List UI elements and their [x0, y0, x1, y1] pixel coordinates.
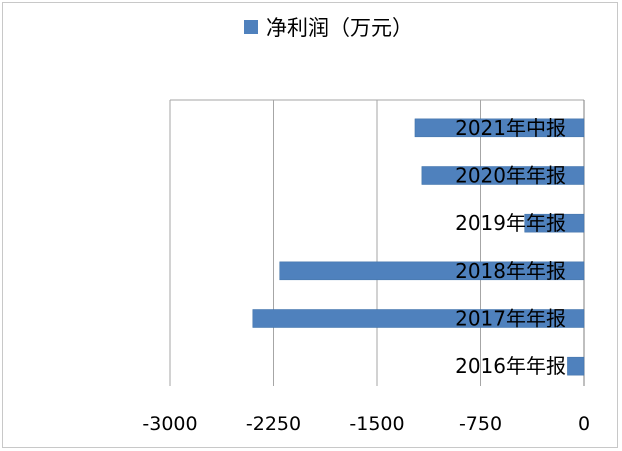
- bar: [421, 166, 585, 185]
- gridlines: [169, 99, 585, 386]
- bar: [279, 261, 585, 281]
- x-tick-label: -750: [459, 413, 502, 435]
- category-label: 2019年年报: [455, 211, 566, 235]
- legend-swatch: [244, 20, 258, 34]
- category-label: 2017年年报: [455, 307, 566, 331]
- x-tick-label: -2250: [246, 413, 301, 435]
- bar: [414, 118, 585, 138]
- x-tick-labels: -3000 -2250 -1500 -750 0: [142, 413, 590, 435]
- x-tick-label: -3000: [142, 413, 197, 435]
- legend: 净利润（万元）: [244, 16, 413, 40]
- bar: [524, 213, 585, 233]
- category-label: 2018年年报: [455, 259, 566, 283]
- x-tick-label: -1500: [349, 413, 404, 435]
- category-labels: 2021年中报 2020年年报 2019年年报 2018年年报 2017年年报 2016年…: [455, 116, 566, 378]
- legend-label: 净利润（万元）: [266, 16, 413, 40]
- category-label: 2021年中报: [455, 116, 566, 140]
- bar: [567, 356, 585, 376]
- category-label: 2020年年报: [455, 164, 566, 188]
- bars: [252, 118, 585, 376]
- category-label: 2016年年报: [455, 354, 566, 378]
- bar: [252, 309, 585, 328]
- x-tick-label: 0: [578, 413, 590, 435]
- chart-frame: [2, 2, 618, 448]
